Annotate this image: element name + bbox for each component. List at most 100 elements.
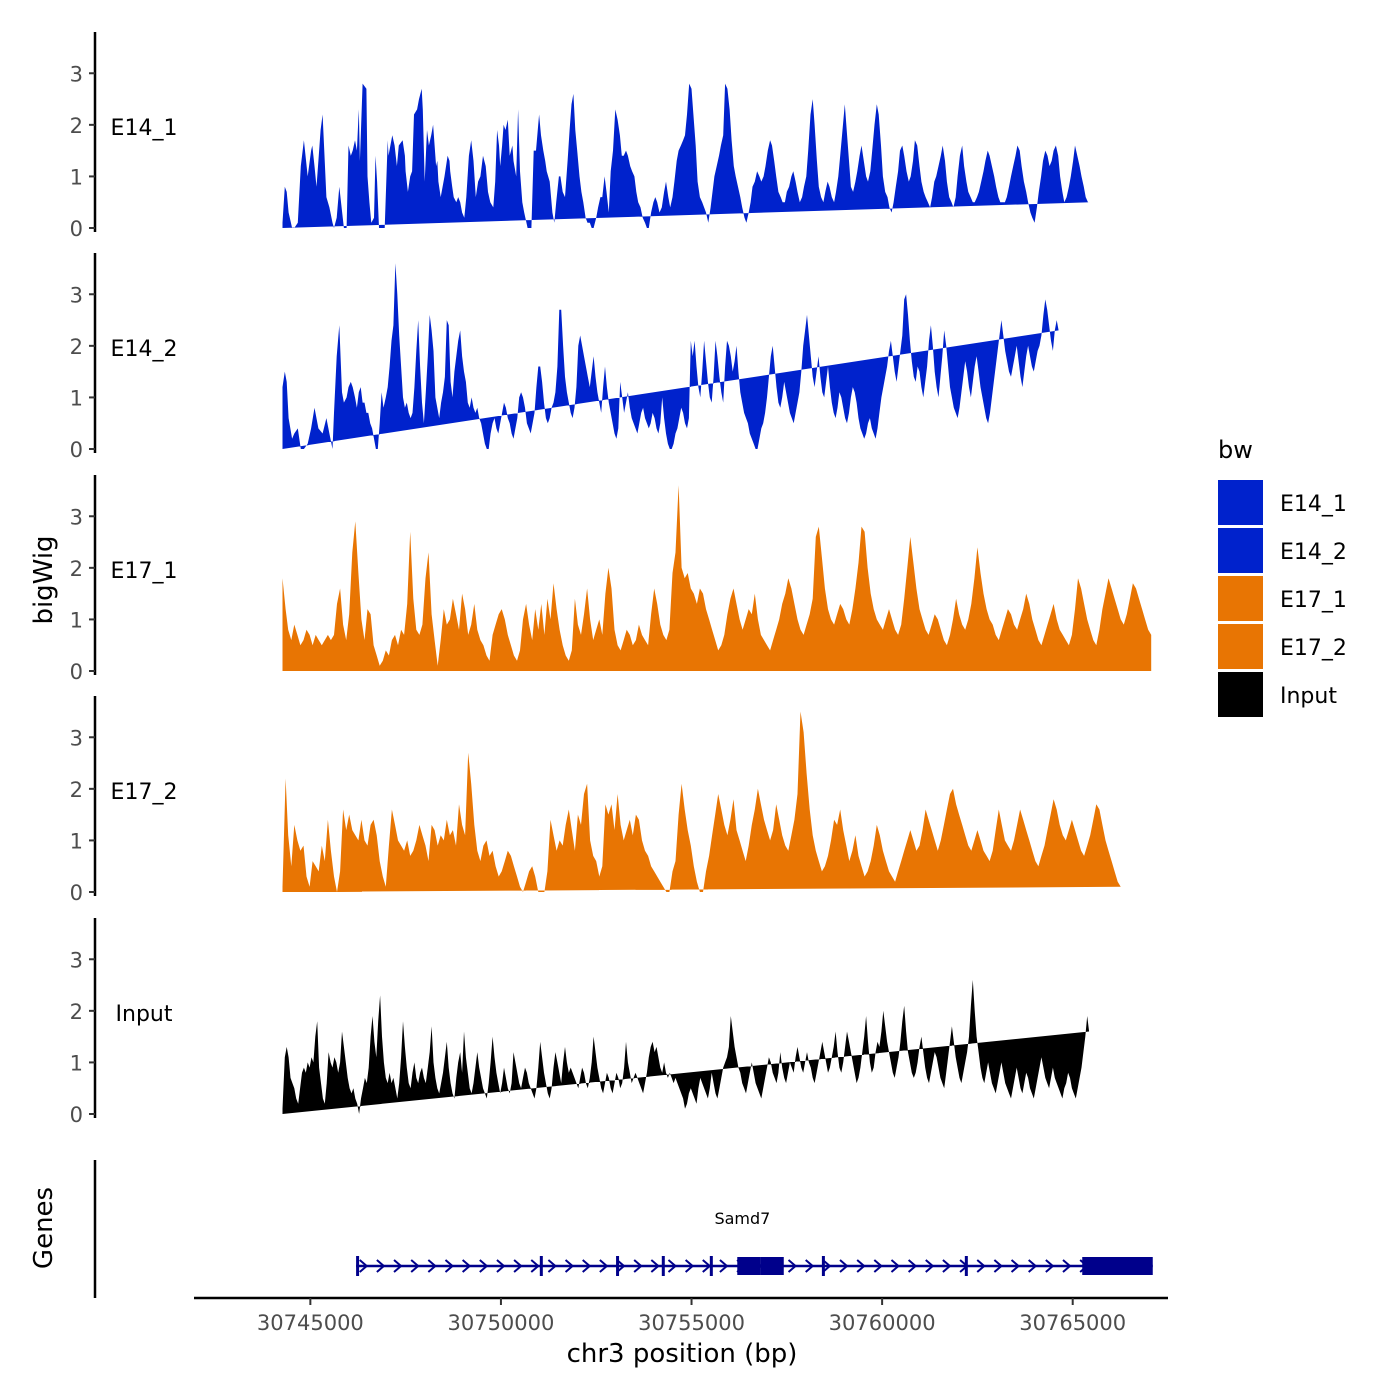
coverage-area-e14_1 xyxy=(282,83,1091,228)
legend-label: E14_1 xyxy=(1280,492,1347,517)
strand-arrow xyxy=(496,1259,506,1273)
strand-arrow xyxy=(564,1259,575,1273)
y-tick-label: 1 xyxy=(70,829,83,853)
legend-swatch-e17_2 xyxy=(1218,624,1263,669)
strand-arrow xyxy=(1028,1259,1038,1273)
legend-label: Input xyxy=(1280,684,1337,709)
strand-arrow xyxy=(1010,1259,1021,1273)
coverage-area-e14_2 xyxy=(282,263,1059,449)
legend-swatch-e14_2 xyxy=(1218,528,1263,573)
y-tick-label: 2 xyxy=(70,114,83,138)
gene-exon xyxy=(760,1257,784,1275)
strand-arrow xyxy=(822,1259,832,1273)
x-tick-label: 30760000 xyxy=(829,1311,936,1335)
y-tick-label: 3 xyxy=(70,726,83,750)
strand-arrow xyxy=(427,1259,437,1273)
strand-arrow xyxy=(444,1259,455,1273)
track-e14_1: 0 1 2 3 E14_1 xyxy=(70,32,1091,241)
strand-arrow xyxy=(787,1259,798,1273)
strand-arrow xyxy=(582,1259,592,1273)
y-tick-label: 1 xyxy=(70,165,83,189)
strand-arrow xyxy=(684,1259,695,1273)
genes-axis-title: Genes xyxy=(29,1187,59,1269)
legend-swatch-input xyxy=(1218,672,1263,717)
strand-arrow xyxy=(890,1259,900,1273)
gene-exon xyxy=(539,1256,543,1276)
x-tick-label: 30745000 xyxy=(257,1311,364,1335)
x-tick-label: 30750000 xyxy=(447,1311,554,1335)
strand-arrow xyxy=(873,1259,883,1273)
gene-label: Samd7 xyxy=(714,1209,770,1228)
strand-arrow xyxy=(530,1259,540,1273)
strand-arrow xyxy=(616,1259,626,1273)
legend-swatch-e14_1 xyxy=(1218,480,1263,525)
legend-label: E14_2 xyxy=(1280,540,1347,565)
gene-exon xyxy=(356,1256,360,1276)
y-tick-label: 2 xyxy=(70,1000,83,1024)
y-tick-label: 2 xyxy=(70,335,83,359)
x-tick-label: 30765000 xyxy=(1019,1311,1126,1335)
legend-label: E17_2 xyxy=(1280,636,1347,661)
gene-exon xyxy=(737,1257,761,1275)
strand-arrow xyxy=(1045,1259,1055,1273)
gene-exon xyxy=(821,1256,825,1276)
track-label: E14_2 xyxy=(111,337,178,362)
y-axis-title: bigWig xyxy=(29,535,59,624)
y-tick-label: 3 xyxy=(70,283,83,307)
strand-arrow xyxy=(410,1259,420,1273)
strand-arrow xyxy=(359,1259,369,1273)
strand-arrow xyxy=(461,1259,472,1273)
track-label: Input xyxy=(116,1002,173,1027)
y-tick-label: 3 xyxy=(70,505,83,529)
gene-exon xyxy=(964,1256,968,1276)
gene-exon xyxy=(1082,1257,1153,1275)
strand-arrow xyxy=(547,1259,557,1273)
y-tick-label: 3 xyxy=(70,62,83,86)
x-axis-title: chr3 position (bp) xyxy=(567,1339,798,1369)
legend-title: bw xyxy=(1218,436,1253,464)
track-label: E17_1 xyxy=(111,559,178,584)
y-tick-label: 2 xyxy=(70,778,83,802)
track-e14_2: 0 1 2 3 E14_2 xyxy=(70,253,1059,462)
strand-arrow xyxy=(633,1259,643,1273)
y-tick-label: 0 xyxy=(70,438,83,462)
strand-arrow xyxy=(993,1259,1003,1273)
strand-arrow xyxy=(393,1259,403,1273)
coverage-tracks: 0 1 2 3 E14_1 0 1 2 3 E14_2 0 1 2 3 E17_1 0 1 2 3 E17_2 0 1 2 3… xyxy=(70,32,1152,1127)
y-tick-label: 0 xyxy=(70,217,83,241)
strand-arrow xyxy=(513,1259,523,1273)
strand-arrow xyxy=(479,1259,489,1273)
track-input: 0 1 2 3 Input xyxy=(70,918,1090,1127)
legend: bw E14_1 E14_2 E17_1 E17_2 Input xyxy=(1218,436,1347,717)
gene-track: Samd7 xyxy=(93,1160,1153,1298)
gene-exon xyxy=(661,1256,665,1276)
y-tick-label: 0 xyxy=(70,660,83,684)
strand-arrow xyxy=(650,1259,660,1273)
gene-exon xyxy=(709,1256,713,1276)
coverage-area-input xyxy=(282,979,1090,1114)
track-label: E17_2 xyxy=(111,780,178,805)
y-tick-label: 3 xyxy=(70,948,83,972)
strand-arrow xyxy=(1062,1259,1072,1273)
strand-arrow xyxy=(805,1259,815,1273)
legend-label: E17_1 xyxy=(1280,588,1347,613)
strand-arrow xyxy=(719,1259,729,1273)
strand-arrow xyxy=(376,1259,386,1273)
legend-swatch-e17_1 xyxy=(1218,576,1263,621)
gene-samd7: Samd7 xyxy=(356,1209,1153,1276)
strand-arrow xyxy=(839,1259,849,1273)
y-tick-label: 1 xyxy=(70,608,83,632)
strand-arrow xyxy=(856,1259,866,1273)
y-tick-label: 0 xyxy=(70,881,83,905)
strand-arrow xyxy=(599,1259,609,1273)
x-tick-label: 30755000 xyxy=(638,1311,745,1335)
strand-arrow xyxy=(907,1259,918,1273)
coverage-area-e17_1 xyxy=(282,485,1152,671)
track-e17_2: 0 1 2 3 E17_2 xyxy=(70,696,1121,905)
gene-exon xyxy=(616,1256,620,1276)
x-axis: 30745000 30750000 30755000 30760000 30765000 xyxy=(194,1296,1168,1335)
strand-arrow xyxy=(702,1259,712,1273)
strand-arrow xyxy=(942,1259,952,1273)
track-e17_1: 0 1 2 3 E17_1 xyxy=(70,475,1152,684)
